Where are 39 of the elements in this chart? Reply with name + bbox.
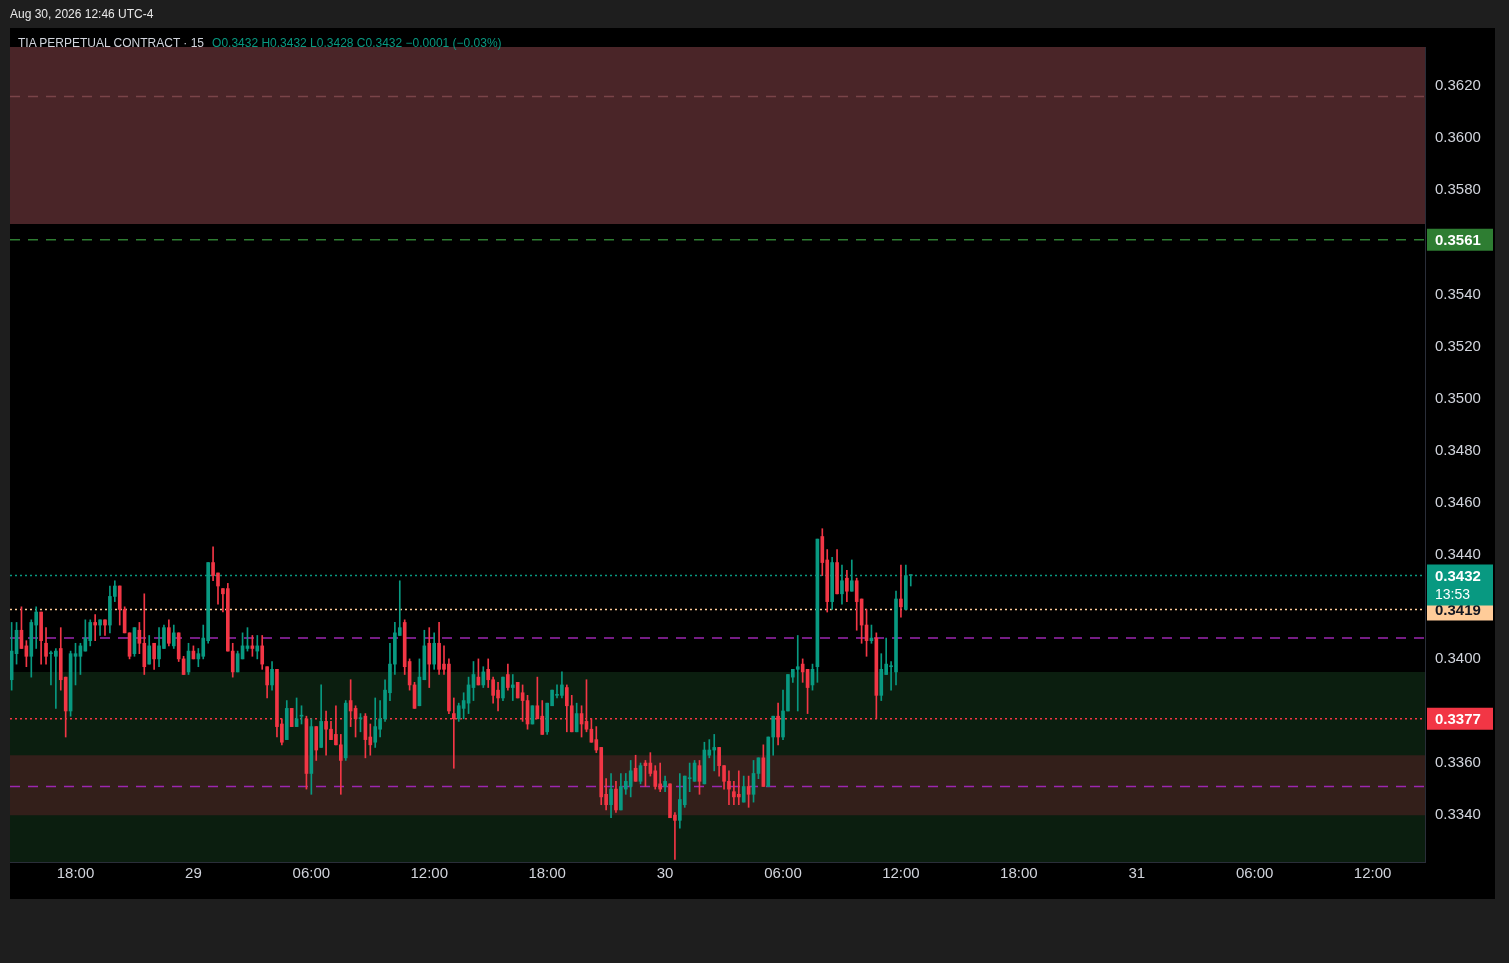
ref-line-label: 0.3377 xyxy=(1435,709,1481,727)
candlestick xyxy=(899,564,903,618)
ref-line-label: 0.3561 xyxy=(1435,230,1481,248)
y-tick-label: 0.3500 xyxy=(1435,388,1481,406)
candlestick xyxy=(93,614,97,641)
y-tick-label: 0.3400 xyxy=(1435,649,1481,667)
y-tick-label: 0.3580 xyxy=(1435,180,1481,198)
x-tick-label: 31 xyxy=(1128,864,1146,882)
ref-line-label: 0.3432 xyxy=(1435,566,1481,584)
candlestick xyxy=(712,734,717,772)
text: Aug 30, 2026 12:46 UTC-4 xyxy=(10,7,154,21)
x-tick-label: 06:00 xyxy=(292,864,331,882)
x-tick-label: 18:00 xyxy=(528,864,566,882)
y-tick-label: 0.3480 xyxy=(1435,440,1481,458)
ref-line-label: 0.3419 xyxy=(1435,600,1481,618)
x-tick-label: 18:00 xyxy=(1000,864,1038,882)
x-tick-label: 29 xyxy=(185,864,202,882)
y-tick-label: 0.3360 xyxy=(1435,753,1481,771)
x-tick-label: 30 xyxy=(656,864,674,882)
x-tick-label: 12:00 xyxy=(882,864,920,882)
y-tick-label: 0.3620 xyxy=(1435,76,1481,94)
y-tick-label: 0.3520 xyxy=(1435,336,1481,354)
candlestick xyxy=(795,635,800,712)
y-tick-label: 0.3460 xyxy=(1435,492,1481,510)
x-tick-label: 06:00 xyxy=(764,864,802,882)
chart-title: TIA PERPETUAL CONTRACT · 15 xyxy=(18,36,205,50)
candlestick xyxy=(736,770,741,806)
y-tick-label: 0.3540 xyxy=(1435,284,1481,302)
y-tick-label: 0.3340 xyxy=(1435,805,1481,823)
y-tick-label: 0.3440 xyxy=(1435,544,1481,562)
candlestick xyxy=(255,635,260,660)
x-tick-label: 12:00 xyxy=(410,864,449,882)
text: 13:53 xyxy=(1435,586,1471,603)
x-tick-label: 12:00 xyxy=(1353,864,1392,882)
x-tick-label: 06:00 xyxy=(1235,864,1274,882)
x-tick-label: 18:00 xyxy=(56,864,95,882)
y-tick-label: 0.3600 xyxy=(1435,128,1481,146)
chart-subtitle: O0.3432 H0.3432 L0.3428 C0.3432 −0.0001 (−0.03%) xyxy=(212,36,502,50)
candlestick xyxy=(510,674,515,701)
